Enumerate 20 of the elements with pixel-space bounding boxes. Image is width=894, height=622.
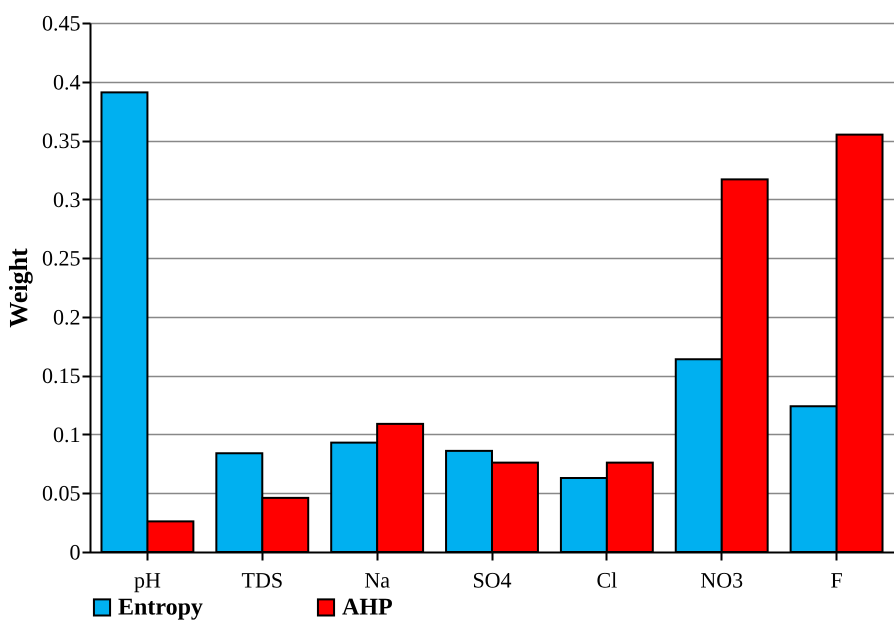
x-tick-label: TDS — [242, 568, 284, 592]
x-tick-label: SO4 — [472, 568, 512, 592]
x-tick-label: pH — [134, 568, 161, 592]
y-tick-label: 0.45 — [42, 10, 80, 36]
y-tick-label: 0.35 — [42, 128, 80, 154]
y-tick-label: 0.4 — [53, 69, 80, 94]
y-tick-label: 0.2 — [53, 304, 80, 330]
y-tick-label: 0.15 — [42, 363, 80, 388]
x-tick-label: Na — [364, 568, 390, 592]
x-tick-label: Cl — [596, 568, 618, 592]
y-tick-label: 0.3 — [53, 186, 80, 212]
y-tick-label: 0.05 — [42, 480, 80, 506]
legend-label: Entropy — [118, 594, 203, 620]
legend-label: AHP — [342, 594, 393, 620]
x-tick-label: F — [830, 568, 843, 592]
y-axis-title: Weight — [4, 248, 33, 328]
y-tick-label: 0 — [70, 540, 80, 564]
y-tick-label: 0.1 — [53, 422, 80, 447]
x-tick-label: NO3 — [700, 568, 744, 592]
y-tick-label: 0.25 — [42, 246, 80, 271]
